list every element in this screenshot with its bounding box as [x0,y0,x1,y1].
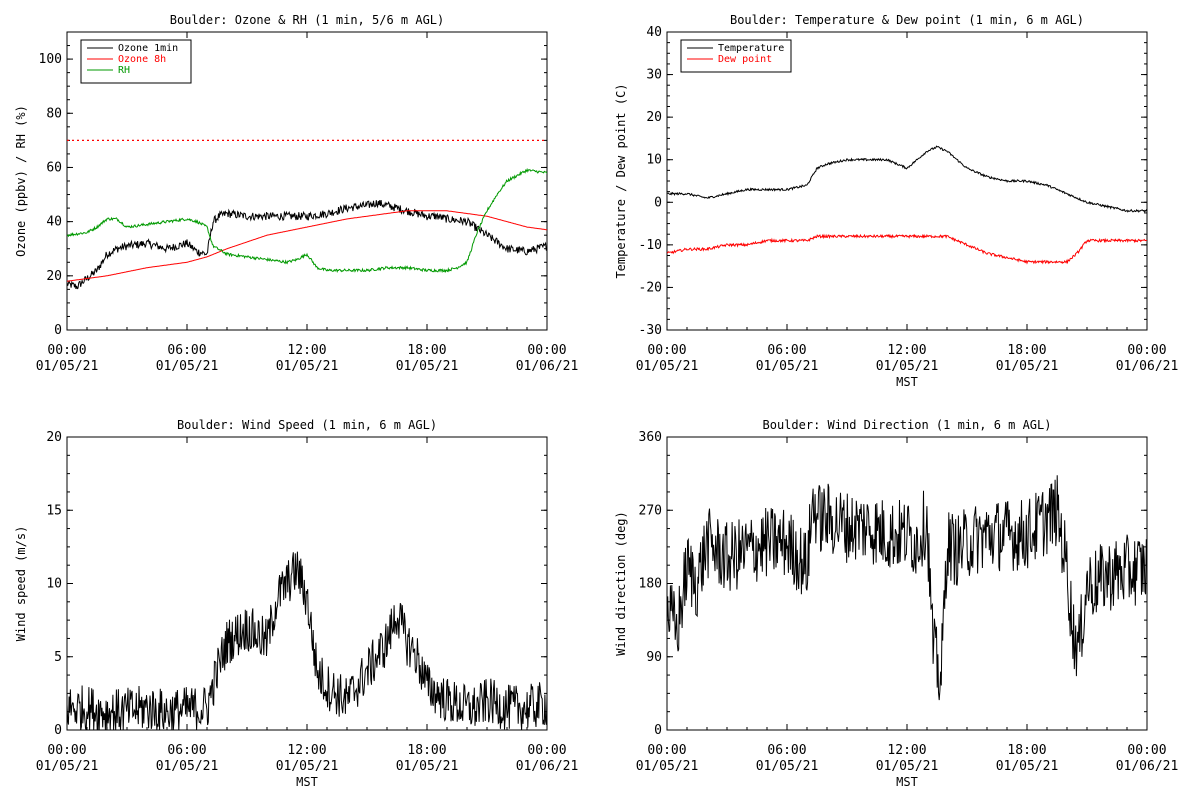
x-tick-label-date: 01/05/21 [36,759,99,774]
series-line-2 [667,233,1147,265]
y-axis-label: Ozone (ppbv) / RH (%) [14,105,28,257]
x-tick-label-date: 01/05/21 [996,759,1059,774]
y-tick-label: 0 [54,723,62,738]
legend-entry: Ozone 1min [118,43,178,54]
x-tick-label-time: 00:00 [527,743,566,758]
chart-panel-3: Boulder: Wind Speed (1 min, 6 m AGL) 0 5 10… [14,418,578,789]
x-tick-label-date: 01/06/21 [516,759,579,774]
chart-title: Boulder: Wind Speed (1 min, 6 m AGL) [177,418,437,432]
x-tick-label-date: 01/05/21 [756,359,819,374]
x-tick-label-time: 06:00 [167,743,206,758]
series-line-2 [67,210,547,282]
x-tick-label-time: 12:00 [287,343,326,358]
x-tick-label-date: 01/05/21 [996,359,1059,374]
x-tick-label-date: 01/06/21 [1116,759,1179,774]
x-tick-label-date: 01/05/21 [636,759,699,774]
x-tick-label-time: 00:00 [647,343,686,358]
x-tick-label-time: 00:00 [647,743,686,758]
x-tick-label-time: 00:00 [47,743,86,758]
x-tick-label-date: 01/05/21 [156,759,219,774]
x-tick-label-date: 01/05/21 [36,359,99,374]
y-tick-label: 90 [646,650,662,665]
x-tick-label-time: 18:00 [407,743,446,758]
y-tick-label: 20 [646,110,662,125]
x-tick-label-date: 01/05/21 [636,359,699,374]
x-tick-label-time: 00:00 [1127,743,1166,758]
y-tick-label: 10 [46,577,62,592]
y-tick-label: 40 [646,25,662,40]
legend-entry: Dew point [718,54,772,65]
x-tick-label-time: 00:00 [1127,343,1166,358]
y-tick-label: 60 [46,160,62,175]
x-tick-label-time: 12:00 [887,743,926,758]
y-tick-label: -10 [639,238,662,253]
chart-panel-4: Boulder: Wind Direction (1 min, 6 m AGL)… [614,418,1178,789]
x-tick-label-time: 00:00 [527,343,566,358]
y-axis-label: Wind speed (m/s) [14,526,28,642]
x-tick-label-time: 12:00 [887,343,926,358]
legend-entry: Ozone 8h [118,54,166,65]
y-tick-label: 0 [654,723,662,738]
x-tick-label-date: 01/05/21 [396,359,459,374]
x-tick-label-date: 01/05/21 [876,759,939,774]
x-tick-label-date: 01/05/21 [156,359,219,374]
chart-title: Boulder: Ozone & RH (1 min, 5/6 m AGL) [170,13,445,27]
plot-frame [666,31,1148,331]
y-tick-label: 15 [46,503,62,518]
y-tick-label: 270 [639,503,662,518]
chart-panel-2: Boulder: Temperature & Dew point (1 min,… [614,13,1178,389]
x-tick-label-date: 01/06/21 [1116,359,1179,374]
x-tick-label-time: 00:00 [47,343,86,358]
chart-title: Boulder: Wind Direction (1 min, 6 m AGL) [763,418,1052,432]
legend-entry: RH [118,65,130,76]
legend-box [80,39,192,84]
x-tick-label-time: 18:00 [1007,343,1046,358]
y-tick-label: 360 [639,430,662,445]
y-tick-label: 80 [46,106,62,121]
chart-panel-1: Boulder: Ozone & RH (1 min, 5/6 m AGL) 0 2… [14,13,578,374]
y-tick-label: 0 [54,323,62,338]
x-tick-label-time: 06:00 [167,343,206,358]
series-line-1 [67,551,547,730]
x-tick-label-date: 01/05/21 [756,759,819,774]
x-tick-label-date: 01/05/21 [276,759,339,774]
x-tick-label-time: 18:00 [407,343,446,358]
series-line-1 [67,199,547,290]
y-axis-label: Temperature / Dew point (C) [614,83,628,278]
x-tick-label-date: 01/05/21 [396,759,459,774]
plot-frame [666,436,1148,731]
y-tick-label: 10 [646,153,662,168]
x-tick-label-time: 06:00 [767,743,806,758]
series-line-1 [667,145,1147,213]
x-tick-label-time: 18:00 [1007,743,1046,758]
y-tick-label: 20 [46,269,62,284]
x-axis-label: MST [296,775,318,789]
y-tick-label: 5 [54,650,62,665]
x-tick-label-date: 01/05/21 [876,359,939,374]
y-tick-label: 0 [654,195,662,210]
legend-entry: Temperature [718,43,784,54]
y-tick-label: 180 [639,577,662,592]
y-tick-label: 30 [646,68,662,83]
y-tick-label: -30 [639,323,662,338]
series-line-3 [67,167,547,274]
x-tick-label-time: 12:00 [287,743,326,758]
y-tick-label: 40 [46,215,62,230]
x-axis-label: MST [896,375,918,389]
y-tick-label: 20 [46,430,62,445]
legend-box [680,39,792,73]
x-tick-label-date: 01/06/21 [516,359,579,374]
x-tick-label-time: 06:00 [767,343,806,358]
x-axis-label: MST [896,775,918,789]
x-tick-label-date: 01/05/21 [276,359,339,374]
y-axis-label: Wind direction (deg) [614,511,628,656]
chart-title: Boulder: Temperature & Dew point (1 min,… [730,13,1084,27]
y-tick-label: -20 [639,280,662,295]
series-line-1 [667,475,1147,701]
y-tick-label: 100 [39,52,62,67]
